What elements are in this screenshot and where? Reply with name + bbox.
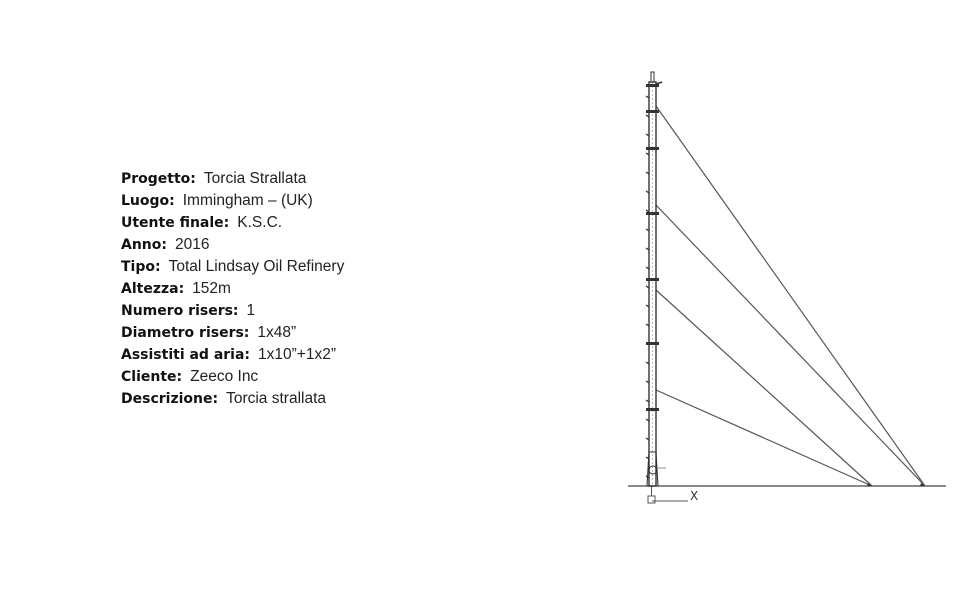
spec-label: Progetto:: [121, 171, 196, 187]
spec-row-descrizione: Descrizione: Torcia strallata: [121, 388, 344, 410]
spec-value: Torcia Strallata: [203, 170, 307, 187]
spec-value: K.S.C.: [237, 214, 283, 231]
spec-row-tipo: Tipo: Total Lindsay Oil Refinery: [121, 256, 344, 278]
spec-label: Tipo:: [121, 259, 161, 275]
x-axis-label: X: [690, 489, 698, 503]
mast-platform: [646, 212, 659, 215]
spec-value: 1: [246, 302, 256, 319]
mast-tick: [645, 209, 650, 213]
spec-label: Anno:: [121, 237, 167, 253]
mast-tick: [645, 285, 650, 289]
guy-anchor: [920, 483, 925, 486]
spec-label: Diametro risers:: [121, 325, 250, 341]
mast-tick: [645, 304, 650, 308]
mast-tick: [645, 95, 650, 99]
spec-label: Cliente:: [121, 369, 183, 385]
mast-tick: [645, 190, 650, 194]
guy-wire: [655, 389, 873, 487]
mast-tick: [645, 266, 650, 270]
mast-tick: [645, 399, 650, 403]
spec-row-numero-risers: Numero risers: 1: [121, 300, 344, 322]
spec-value: 1x10”+1x2”: [258, 346, 337, 363]
guy-wire: [655, 105, 926, 487]
spec-row-diametro-risers: Diametro risers: 1x48”: [121, 322, 344, 344]
guyed-flare-stack-drawing: X: [628, 71, 946, 504]
spec-value: Torcia strallata: [226, 390, 327, 407]
mast-tick: [645, 247, 650, 251]
origin-marker: [647, 495, 656, 504]
mast-tick: [645, 342, 650, 346]
guy-wire: [655, 204, 926, 487]
spec-value: Total Lindsay Oil Refinery: [168, 258, 345, 275]
mast-tick: [645, 380, 650, 384]
spec-value: 152m: [192, 280, 231, 297]
mast-tick: [645, 171, 650, 175]
spec-row-assistiti-ad-aria: Assistiti ad aria: 1x10”+1x2”: [121, 344, 344, 366]
spec-value: 1x48”: [257, 324, 297, 341]
spec-row-anno: Anno: 2016: [121, 234, 344, 256]
mast-platform: [646, 278, 659, 281]
spec-label: Assistiti ad aria:: [121, 347, 251, 363]
spec-label: Luogo:: [121, 193, 175, 209]
guy-wire: [655, 289, 873, 487]
spec-value: Zeeco Inc: [190, 368, 259, 385]
mast-platform: [646, 147, 659, 150]
spec-label: Numero risers:: [121, 303, 239, 319]
mast-platform: [646, 342, 659, 345]
spec-value: Immingham – (UK): [182, 192, 313, 209]
spec-row-cliente: Cliente: Zeeco Inc: [121, 366, 344, 388]
spec-row-progetto: Progetto: Torcia Strallata: [121, 168, 344, 190]
base-detail: [648, 465, 658, 475]
spec-label: Altezza:: [121, 281, 185, 297]
spec-row-utente-finale: Utente finale: K.S.C.: [121, 212, 344, 234]
mast-tick: [645, 133, 650, 137]
mast-tick: [645, 152, 650, 156]
mast-tick: [645, 418, 650, 422]
spec-value: 2016: [175, 236, 210, 253]
mast-platform: [646, 408, 659, 411]
mast-tick: [645, 361, 650, 365]
mast-platform: [646, 84, 659, 87]
mast-platform: [646, 110, 659, 113]
spec-label: Utente finale:: [121, 215, 230, 231]
spec-row-luogo: Luogo: Immingham – (UK): [121, 190, 344, 212]
spec-row-altezza: Altezza: 152m: [121, 278, 344, 300]
mast-tick: [645, 228, 650, 232]
mast-tick: [645, 437, 650, 441]
guy-anchor: [867, 483, 872, 486]
spec-label: Descrizione:: [121, 391, 219, 407]
project-spec-list: Progetto: Torcia Strallata Luogo: Immingham…: [121, 168, 344, 410]
mast-tick: [645, 323, 650, 327]
flare-tip: [650, 71, 655, 83]
mast-tick: [645, 114, 650, 118]
tip-nozzle: [655, 81, 663, 85]
